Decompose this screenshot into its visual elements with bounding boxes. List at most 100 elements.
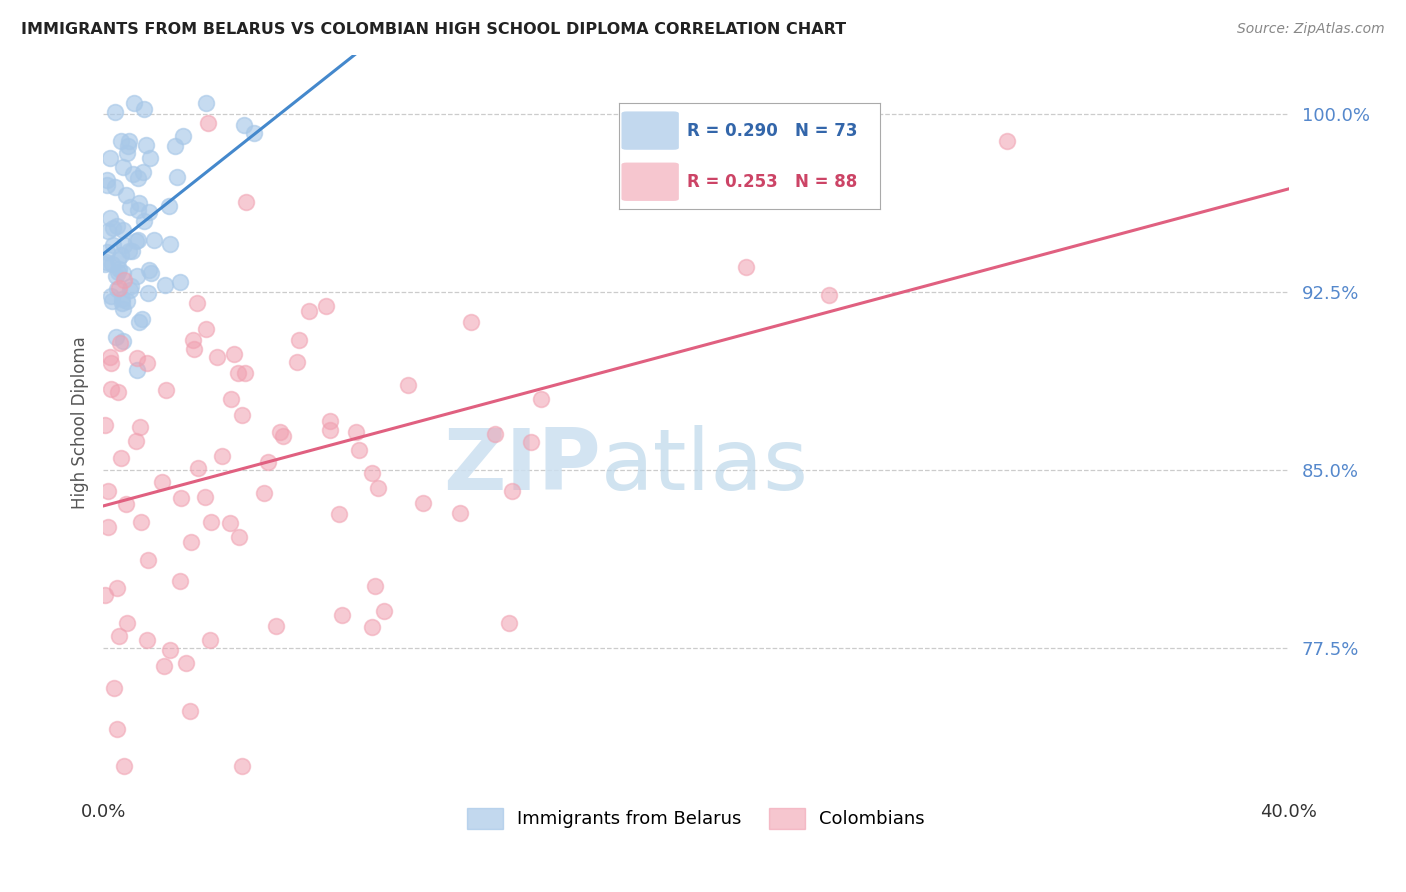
Legend: Immigrants from Belarus, Colombians: Immigrants from Belarus, Colombians — [460, 801, 932, 836]
Point — [112, 223, 135, 237]
Point — [112, 238, 135, 252]
Point — [117, 294, 139, 309]
Point — [153, 658, 176, 673]
Point — [122, 167, 145, 181]
Point — [101, 257, 124, 271]
Point — [93, 588, 115, 602]
Point — [349, 443, 371, 458]
Point — [97, 484, 120, 499]
Point — [159, 643, 181, 657]
Point — [143, 233, 166, 247]
Point — [187, 460, 209, 475]
Point — [120, 279, 142, 293]
Point — [108, 629, 131, 643]
Point — [110, 248, 132, 262]
Point — [120, 284, 142, 298]
Point — [460, 315, 482, 329]
Point — [104, 105, 127, 120]
Text: ZIP: ZIP — [443, 425, 602, 508]
Point — [110, 450, 132, 465]
Point — [112, 759, 135, 773]
Point — [125, 362, 148, 376]
Point — [170, 491, 193, 505]
Point — [228, 530, 250, 544]
Point — [97, 224, 120, 238]
Point — [128, 195, 150, 210]
Point — [218, 516, 240, 531]
Point — [136, 633, 159, 648]
Point — [112, 273, 135, 287]
Point — [138, 263, 160, 277]
Point — [219, 392, 242, 407]
Point — [180, 534, 202, 549]
Point — [287, 355, 309, 369]
Point — [96, 178, 118, 192]
Point — [198, 632, 221, 647]
Point — [127, 171, 149, 186]
Point — [111, 266, 134, 280]
Point — [101, 293, 124, 308]
Point — [100, 383, 122, 397]
Point — [100, 356, 122, 370]
Point — [828, 165, 851, 179]
Point — [195, 322, 218, 336]
Point — [205, 350, 228, 364]
Point — [174, 656, 197, 670]
Point — [121, 244, 143, 258]
Point — [194, 95, 217, 110]
Point — [252, 486, 274, 500]
Point — [186, 296, 208, 310]
Point — [117, 244, 139, 258]
Point — [117, 139, 139, 153]
Point — [330, 607, 353, 622]
Point — [232, 118, 254, 132]
Point — [105, 722, 128, 736]
Point — [129, 516, 152, 530]
Point — [127, 233, 149, 247]
Point — [115, 187, 138, 202]
Point — [328, 508, 350, 522]
Point — [163, 139, 186, 153]
Point — [166, 169, 188, 184]
Point — [115, 146, 138, 161]
Point — [530, 392, 553, 406]
Point — [105, 268, 128, 283]
Point — [112, 334, 135, 348]
Point — [298, 303, 321, 318]
Point — [108, 336, 131, 351]
Point — [117, 615, 139, 630]
Point — [103, 681, 125, 695]
Point — [231, 759, 253, 773]
Point — [98, 350, 121, 364]
Point — [107, 281, 129, 295]
Point — [179, 704, 201, 718]
Point — [138, 152, 160, 166]
Point — [125, 234, 148, 248]
Point — [157, 199, 180, 213]
Point — [995, 134, 1018, 148]
Point — [96, 255, 118, 269]
Point — [136, 553, 159, 567]
Point — [98, 151, 121, 165]
Point — [111, 295, 134, 310]
Point — [231, 409, 253, 423]
Point — [103, 238, 125, 252]
Point — [520, 434, 543, 449]
Point — [271, 429, 294, 443]
Point — [105, 282, 128, 296]
Point — [269, 425, 291, 440]
Point — [155, 383, 177, 397]
Point — [108, 262, 131, 277]
Point — [114, 497, 136, 511]
Point — [361, 466, 384, 480]
Text: IMMIGRANTS FROM BELARUS VS COLOMBIAN HIGH SCHOOL DIPLOMA CORRELATION CHART: IMMIGRANTS FROM BELARUS VS COLOMBIAN HIG… — [21, 22, 846, 37]
Point — [125, 351, 148, 365]
Point — [172, 129, 194, 144]
Point — [125, 268, 148, 283]
Point — [181, 333, 204, 347]
Point — [131, 312, 153, 326]
Point — [94, 257, 117, 271]
Point — [150, 475, 173, 489]
Point — [226, 366, 249, 380]
Point — [93, 418, 115, 433]
